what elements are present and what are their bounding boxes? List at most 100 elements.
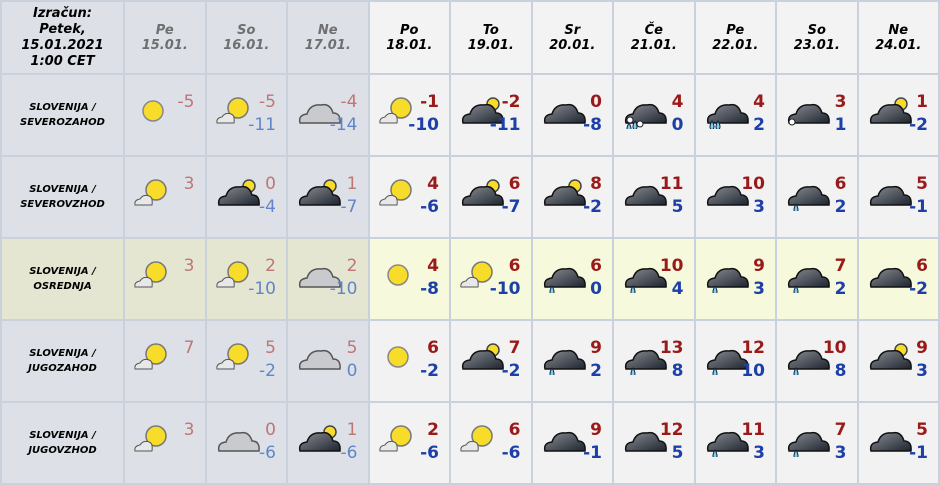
forecast-cell: 7 3 [775,401,859,485]
forecast-cell: 2 -10 [204,237,288,321]
sun-light-cloud-icon [378,179,412,206]
max-temp: 5 [346,338,358,358]
max-temp: 9 [916,338,928,358]
forecast-cell: 5 -1 [856,155,940,239]
day-name: So [237,22,256,38]
min-temp: 2 [834,197,847,217]
day-header: Sr 20.01. [530,0,614,75]
cloud-sun-icon [869,343,912,370]
cloud-rain-icon [706,103,749,129]
min-temp: -8 [420,279,439,299]
forecast-cell: 10 8 [775,319,859,403]
forecast-cell: 6 -2 [367,319,451,403]
sun-light-cloud-icon [215,343,249,370]
cloud-icon [624,185,667,206]
region-name: SEVEROZAHOD [20,117,105,128]
region-label[interactable]: SLOVENIJA / JUGOZAHOD [0,319,125,403]
sun-light-cloud-icon [134,179,167,206]
min-temp: -2 [583,197,602,217]
computed-time: Izračun: Petek, 15.01.2021 1:00 CET [0,0,125,75]
max-temp: 0 [265,420,276,440]
region-row: SLOVENIJA / OSREDNJA 3 2 -10 2 -10 4 -8 6… [0,237,940,321]
max-temp: 3 [183,420,195,440]
region-label[interactable]: SLOVENIJA / JUGOVZHOD [0,401,125,485]
min-temp: -2 [909,115,928,135]
max-temp: 12 [741,338,765,358]
day-date: 20.01. [549,37,596,53]
min-temp: -10 [408,115,439,135]
forecast-cell: 5 0 [286,319,370,403]
min-temp: -1 [583,443,602,463]
max-temp: 3 [183,256,195,276]
forecast-cell: 11 3 [693,401,777,485]
forecast-cell: 4 0 [612,73,696,157]
forecast-cell: 1 -6 [286,401,370,485]
max-temp: 4 [427,256,439,276]
cloud-rain-light-icon [543,349,586,375]
max-temp: 3 [183,174,195,194]
min-temp: 10 [741,361,765,381]
day-name: Po [400,22,419,38]
min-temp: 5 [671,443,684,463]
day-header: So 23.01. [775,0,859,75]
cloud-icon [543,103,586,124]
day-name: So [807,22,826,38]
max-temp: 4 [753,92,765,112]
max-temp: 7 [834,420,847,440]
max-temp: 6 [590,256,602,276]
forecast-cell: 13 8 [612,319,696,403]
forecast-cell: 7 -2 [449,319,533,403]
header-row: Izračun: Petek, 15.01.2021 1:00 CET Pe 15… [0,0,940,75]
forecast-cell: 10 4 [612,237,696,321]
min-temp: -7 [340,197,358,217]
max-temp: 10 [659,256,684,276]
max-temp: 13 [659,338,684,358]
sun-light-cloud-icon [378,97,412,124]
region-row: SLOVENIJA / JUGOZAHOD 7 5 -2 5 0 6 -2 7 -… [0,319,940,403]
day-name: Pe [155,22,174,38]
max-temp: 9 [590,420,602,440]
day-date: 17.01. [304,37,351,53]
cloud-sun-icon [869,97,912,124]
forecast-cell: 0 -6 [204,401,288,485]
max-temp: 12 [659,420,684,440]
region-label[interactable]: SLOVENIJA / SEVEROZAHOD [0,73,125,157]
forecast-cell: 0 -8 [530,73,614,157]
max-temp: 10 [741,174,765,194]
region-country: SLOVENIJA / [29,184,96,195]
max-temp: 6 [508,256,521,276]
max-temp: 9 [590,338,602,358]
min-temp: 3 [753,279,765,299]
cloud-sun-icon [217,179,260,206]
forecast-cell: 6 -7 [449,155,533,239]
forecast-cell: 7 2 [775,237,859,321]
cloud-icon [543,431,586,452]
max-temp: -5 [177,92,195,112]
region-label[interactable]: SLOVENIJA / OSREDNJA [0,237,125,321]
min-temp: 0 [346,361,358,381]
max-temp: -5 [259,92,276,112]
forecast-cell: 12 10 [693,319,777,403]
cloud-sleet-icon [624,103,667,129]
region-row: SLOVENIJA / SEVEROVZHOD 3 0 -4 1 -7 4 -6 … [0,155,940,239]
min-temp: -11 [248,115,276,135]
cloud-light-icon [298,267,341,288]
max-temp: 2 [265,256,276,276]
forecast-cell: 12 5 [612,401,696,485]
min-temp: -1 [909,443,928,463]
day-name: Ne [888,22,909,38]
sun-light-cloud-icon [215,261,249,288]
forecast-cell: 2 -10 [286,237,370,321]
day-header: Pe 15.01. [123,0,207,75]
max-temp: 2 [346,256,358,276]
min-temp: -2 [909,279,928,299]
max-temp: 5 [916,420,928,440]
min-temp: -10 [248,279,276,299]
max-temp: 3 [834,92,847,112]
day-name: Ne [317,22,338,38]
min-temp: 0 [590,279,602,299]
region-label[interactable]: SLOVENIJA / SEVEROVZHOD [0,155,125,239]
max-temp: -4 [340,92,358,112]
cloud-rain-light-icon [787,267,830,293]
